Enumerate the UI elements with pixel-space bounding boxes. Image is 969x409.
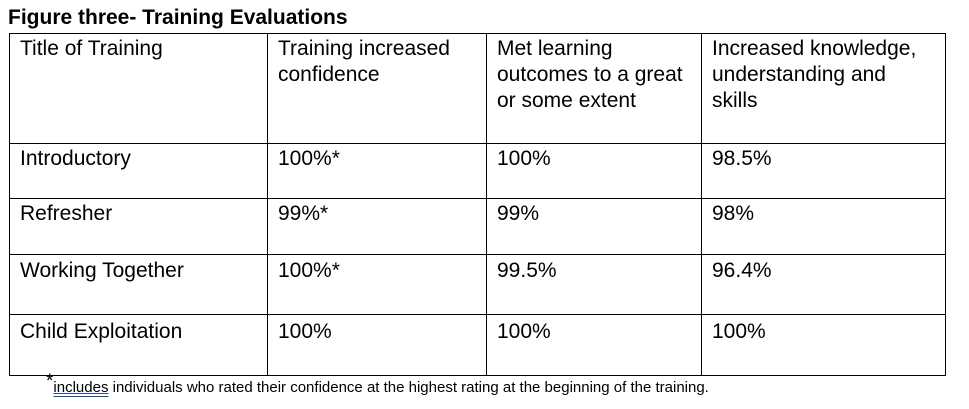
- training-title-cell: Working Together: [9, 254, 268, 315]
- footnote-marker: *: [46, 371, 54, 392]
- table-row: Child Exploitation 100% 100% 100%: [9, 314, 946, 376]
- column-header-increased-confidence: Training increased confidence: [267, 33, 487, 144]
- table-row: Refresher 99%* 99% 98%: [9, 198, 946, 255]
- learning-outcomes-cell: 99.5%: [486, 254, 702, 315]
- learning-outcomes-cell: 100%: [486, 314, 702, 376]
- figure-title: Figure three- Training Evaluations: [8, 6, 348, 29]
- table-row: Introductory 100%* 100% 98.5%: [9, 143, 946, 199]
- learning-outcomes-cell: 100%: [486, 143, 702, 199]
- column-header-met-learning-outcomes: Met learning outcomes to a great or some…: [486, 33, 702, 144]
- confidence-cell: 100%*: [267, 143, 487, 199]
- training-title-cell: Introductory: [9, 143, 268, 199]
- table-header-row: Title of Training Training increased con…: [9, 33, 946, 144]
- footnote-underlined-word: includes: [53, 379, 109, 396]
- table-row: Working Together 100%* 99.5% 96.4%: [9, 254, 946, 315]
- knowledge-cell: 98.5%: [701, 143, 946, 199]
- footnote-text: individuals who rated their confidence a…: [108, 379, 709, 396]
- confidence-cell: 99%*: [267, 198, 487, 255]
- knowledge-cell: 100%: [701, 314, 946, 376]
- confidence-cell: 100%: [267, 314, 487, 376]
- knowledge-cell: 96.4%: [701, 254, 946, 315]
- column-header-title-of-training: Title of Training: [9, 33, 268, 144]
- confidence-cell: 100%*: [267, 254, 487, 315]
- footnote: *includes individuals who rated their co…: [46, 372, 709, 398]
- training-evaluations-table: Title of Training Training increased con…: [9, 33, 946, 376]
- knowledge-cell: 98%: [701, 198, 946, 255]
- training-title-cell: Refresher: [9, 198, 268, 255]
- column-header-increased-knowledge: Increased knowledge, understanding and s…: [701, 33, 946, 144]
- learning-outcomes-cell: 99%: [486, 198, 702, 255]
- training-title-cell: Child Exploitation: [9, 314, 268, 376]
